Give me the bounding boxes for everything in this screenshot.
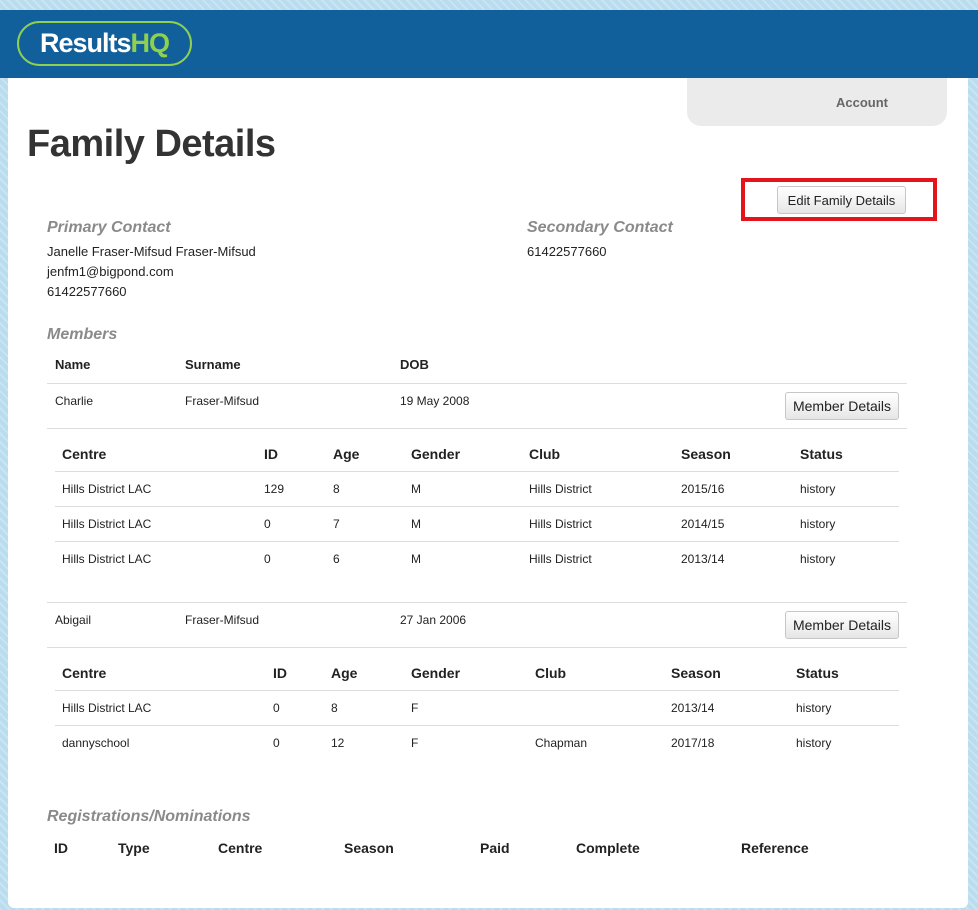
history-cell-status: history: [796, 736, 832, 750]
history-cell-age: 8: [333, 482, 340, 496]
history-cell-id: 0: [264, 517, 271, 531]
highlight-box: [741, 178, 937, 221]
history-cell-age: 8: [331, 701, 338, 715]
main-panel: Account Family Details Edit Family Detai…: [8, 78, 968, 908]
history-cell-status: history: [800, 552, 836, 566]
history-cell-club: Hills District: [529, 482, 592, 496]
divider: [55, 541, 899, 542]
secondary-contact-heading: Secondary Contact: [527, 219, 673, 236]
history-cell-id: 129: [264, 482, 285, 496]
history-cell-status: history: [796, 701, 832, 715]
history-cell-club: Hills District: [529, 517, 592, 531]
history-col-status: Status: [796, 665, 839, 681]
member-dob: 27 Jan 2006: [400, 613, 467, 627]
history-cell-age: 12: [331, 736, 345, 750]
divider: [55, 471, 899, 472]
page-title: Family Details: [27, 123, 276, 165]
history-cell-centre: Hills District LAC: [62, 552, 152, 566]
member-name: Charlie: [55, 394, 94, 408]
reg-col-reference: Reference: [741, 840, 809, 856]
account-link[interactable]: Account: [836, 95, 888, 110]
history-cell-centre: Hills District LAC: [62, 482, 152, 496]
reg-col-centre: Centre: [218, 840, 263, 856]
top-nav-bar: Results HQ: [0, 10, 978, 78]
history-col-centre: Centre: [62, 665, 107, 681]
primary-contact-email: jenfm1@bigpond.com: [47, 264, 174, 279]
history-col-id: ID: [264, 446, 278, 462]
history-cell-season: 2013/14: [671, 701, 715, 715]
edit-family-details-button[interactable]: Edit Family Details: [777, 186, 906, 214]
reg-col-complete: Complete: [576, 840, 640, 856]
history-cell-club: Chapman: [535, 736, 588, 750]
members-heading: Members: [47, 326, 118, 343]
history-col-centre: Centre: [62, 446, 107, 462]
primary-contact-name: Janelle Fraser-Mifsud Fraser-Mifsud: [47, 244, 256, 259]
history-col-club: Club: [535, 665, 567, 681]
reg-col-season: Season: [344, 840, 394, 856]
history-cell-id: 0: [273, 701, 280, 715]
history-col-id: ID: [273, 665, 287, 681]
logo-text-results: Results: [39, 28, 132, 58]
history-cell-club: Hills District: [529, 552, 592, 566]
history-col-season: Season: [671, 665, 721, 681]
history-cell-season: 2014/15: [681, 517, 725, 531]
logo-text-hq: HQ: [130, 28, 170, 58]
primary-contact-phone: 61422577660: [47, 284, 127, 299]
account-tab[interactable]: Account: [687, 78, 947, 126]
history-col-club: Club: [529, 446, 561, 462]
divider: [47, 383, 907, 384]
divider: [47, 428, 907, 429]
secondary-contact-phone: 61422577660: [527, 244, 607, 259]
history-cell-status: history: [800, 517, 836, 531]
history-col-gender: Gender: [411, 446, 461, 462]
registrations-heading: Registrations/Nominations: [47, 808, 251, 825]
member-surname: Fraser-Mifsud: [185, 613, 260, 627]
members-col-name: Name: [55, 357, 91, 372]
reg-col-paid: Paid: [480, 840, 510, 856]
history-cell-id: 0: [273, 736, 280, 750]
divider: [55, 690, 899, 691]
history-cell-age: 7: [333, 517, 340, 531]
history-cell-season: 2013/14: [681, 552, 725, 566]
history-cell-status: history: [800, 482, 836, 496]
history-col-age: Age: [333, 446, 360, 462]
member-dob: 19 May 2008: [400, 394, 470, 408]
primary-contact-heading: Primary Contact: [47, 219, 171, 236]
history-cell-gender: M: [411, 517, 421, 531]
divider: [55, 506, 899, 507]
history-cell-gender: M: [411, 482, 421, 496]
history-cell-gender: F: [411, 701, 419, 715]
member-surname: Fraser-Mifsud: [185, 394, 260, 408]
history-col-season: Season: [681, 446, 731, 462]
reg-col-id: ID: [54, 840, 68, 856]
member-details-button[interactable]: Member Details: [785, 392, 899, 420]
history-cell-gender: F: [411, 736, 419, 750]
history-col-status: Status: [800, 446, 843, 462]
members-col-dob: DOB: [400, 357, 429, 372]
history-cell-centre: Hills District LAC: [62, 701, 152, 715]
history-cell-id: 0: [264, 552, 271, 566]
history-col-age: Age: [331, 665, 358, 681]
history-cell-centre: dannyschool: [62, 736, 130, 750]
member-name: Abigail: [55, 613, 92, 627]
divider: [55, 725, 899, 726]
reg-col-type: Type: [118, 840, 150, 856]
member-details-button[interactable]: Member Details: [785, 611, 899, 639]
history-cell-season: 2017/18: [671, 736, 715, 750]
history-cell-season: 2015/16: [681, 482, 725, 496]
resultshq-logo[interactable]: Results HQ: [17, 21, 192, 66]
history-cell-centre: Hills District LAC: [62, 517, 152, 531]
members-col-surname: Surname: [185, 357, 241, 372]
history-cell-gender: M: [411, 552, 421, 566]
divider: [47, 602, 907, 603]
history-cell-age: 6: [333, 552, 340, 566]
history-col-gender: Gender: [411, 665, 461, 681]
divider: [47, 647, 907, 648]
